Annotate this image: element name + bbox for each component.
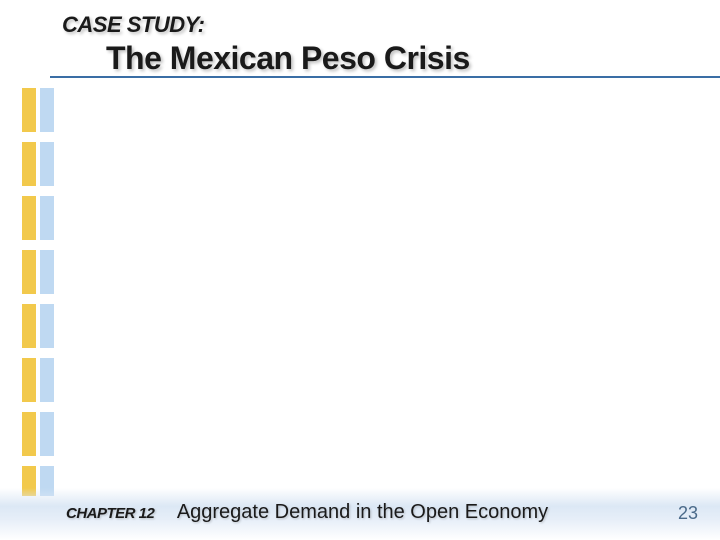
accent-bar-segment <box>40 88 54 132</box>
chapter-label: CHAPTER 12 <box>66 505 154 522</box>
accent-bar-segment <box>22 304 36 348</box>
case-study-label: CASE STUDY: <box>62 12 700 38</box>
accent-bar-segment <box>40 142 54 186</box>
accent-bar-segment <box>40 250 54 294</box>
footer-text: CHAPTER 12 Aggregate Demand in the Open … <box>66 501 548 524</box>
slide-header: CASE STUDY: The Mexican Peso Crisis <box>60 12 700 77</box>
accent-bar-segment <box>22 196 36 240</box>
accent-bar-segment <box>22 88 36 132</box>
chapter-title: Aggregate Demand in the Open Economy <box>177 501 548 523</box>
slide-footer: CHAPTER 12 Aggregate Demand in the Open … <box>0 480 720 540</box>
accent-bar-segment <box>22 358 36 402</box>
accent-bar-segment <box>22 412 36 456</box>
accent-bar-segment <box>22 250 36 294</box>
accent-bar-segment <box>40 196 54 240</box>
slide: CASE STUDY: The Mexican Peso Crisis CHAP… <box>0 0 720 540</box>
accent-bar-segment <box>40 304 54 348</box>
accent-bar-segment <box>40 412 54 456</box>
slide-title: The Mexican Peso Crisis <box>106 40 700 77</box>
left-accent-bars <box>22 88 56 482</box>
page-number: 23 <box>678 503 698 524</box>
accent-bar-segment <box>22 142 36 186</box>
accent-bar-segment <box>40 358 54 402</box>
title-underline <box>50 76 720 78</box>
